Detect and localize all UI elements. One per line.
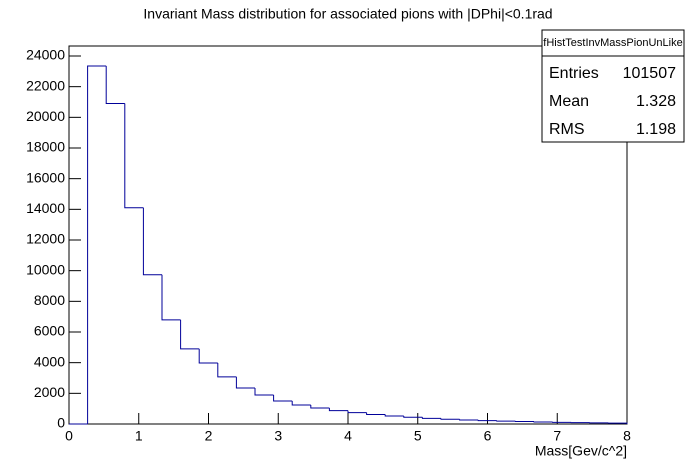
histogram-bin bbox=[384, 414, 404, 417]
stats-value: 1.328 bbox=[636, 93, 676, 110]
x-axis-title: Mass[Gev/c^2] bbox=[535, 443, 627, 459]
y-tick-label: 14000 bbox=[26, 200, 65, 216]
chart-title: Invariant Mass distribution for associat… bbox=[143, 6, 552, 22]
y-tick-label: 8000 bbox=[34, 292, 65, 308]
histogram-bin bbox=[291, 401, 311, 406]
histogram-bin bbox=[310, 404, 330, 409]
histogram-bin bbox=[366, 412, 386, 415]
stats-value: 101507 bbox=[623, 65, 676, 82]
histogram-bin bbox=[403, 416, 423, 418]
x-tick-label: 2 bbox=[205, 428, 213, 444]
histogram-bin bbox=[198, 348, 218, 364]
histogram-bin bbox=[105, 65, 125, 105]
histogram-bin bbox=[421, 417, 441, 419]
y-tick-label: 22000 bbox=[26, 77, 65, 93]
stats-box: fHistTestInvMassPionUnLike Entries 10150… bbox=[541, 29, 685, 143]
histogram-bin bbox=[124, 103, 144, 209]
histogram-bin bbox=[217, 362, 237, 378]
histogram-bin bbox=[254, 387, 274, 396]
x-tick-label: 5 bbox=[414, 428, 422, 444]
y-tick-label: 20000 bbox=[26, 108, 65, 124]
y-tick-label: 10000 bbox=[26, 261, 65, 277]
stats-title: fHistTestInvMassPionUnLike bbox=[543, 37, 682, 49]
stats-label: Mean bbox=[549, 93, 589, 110]
x-tick-label: 6 bbox=[484, 428, 492, 444]
x-tick-label: 3 bbox=[274, 428, 282, 444]
histogram-bin bbox=[142, 207, 162, 276]
histogram-bin bbox=[440, 418, 460, 420]
histogram-bin bbox=[161, 274, 181, 321]
y-tick-label: 18000 bbox=[26, 139, 65, 155]
stats-label: Entries bbox=[549, 65, 599, 82]
histogram-bin bbox=[235, 376, 256, 389]
x-tick-label: 0 bbox=[65, 428, 73, 444]
x-tick-label: 7 bbox=[553, 428, 561, 444]
y-tick-label: 2000 bbox=[34, 384, 65, 400]
y-tick-label: 24000 bbox=[26, 47, 65, 63]
stats-value: 1.198 bbox=[636, 121, 676, 138]
stats-frame bbox=[541, 29, 685, 143]
y-tick-label: 4000 bbox=[34, 353, 65, 369]
x-tick-label: 4 bbox=[344, 428, 352, 444]
histogram-bin bbox=[87, 65, 107, 424]
y-tick-label: 0 bbox=[57, 415, 65, 431]
histogram-bin bbox=[607, 422, 628, 424]
histogram-bin bbox=[459, 419, 479, 421]
x-tick-label: 8 bbox=[623, 428, 631, 444]
y-tick-label: 16000 bbox=[26, 169, 65, 185]
histogram-bin bbox=[477, 420, 497, 422]
histogram-bin bbox=[180, 319, 200, 350]
y-tick-label: 6000 bbox=[34, 323, 65, 339]
histogram-bin bbox=[273, 395, 293, 402]
stats-label: RMS bbox=[549, 121, 585, 138]
histogram-bin bbox=[347, 410, 367, 414]
histogram-bin bbox=[328, 408, 348, 412]
x-tick-label: 1 bbox=[135, 428, 143, 444]
y-tick-label: 12000 bbox=[26, 231, 65, 247]
